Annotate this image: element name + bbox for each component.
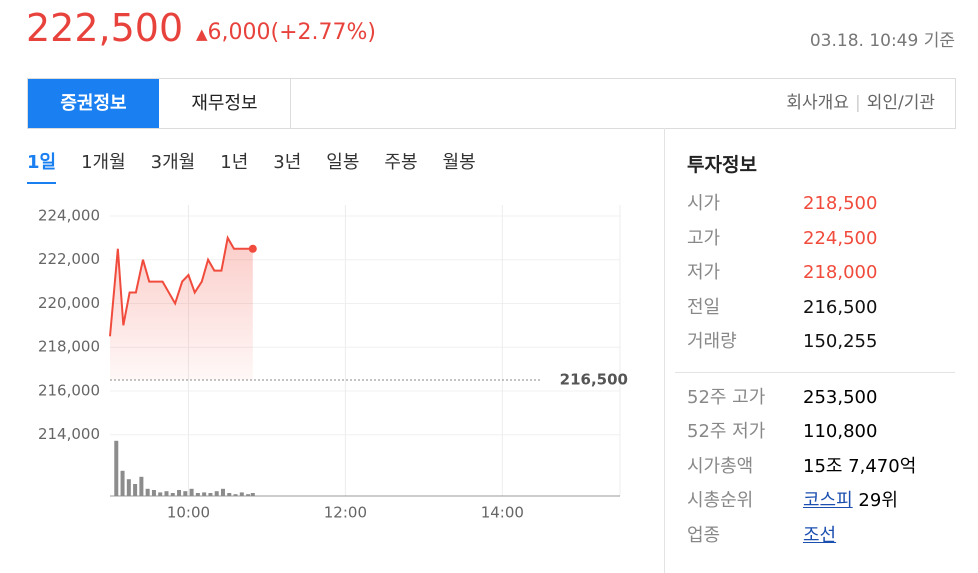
period-tab[interactable]: 3년 — [273, 152, 302, 173]
link[interactable]: 회사개요 — [786, 93, 849, 113]
info-label: 고가 — [687, 227, 721, 249]
period-tab[interactable]: 일봉 — [326, 152, 360, 173]
separator — [675, 371, 955, 373]
info-label: 전일 — [687, 296, 721, 318]
info-value: 110,800 — [803, 421, 878, 442]
volume-bar — [250, 493, 255, 496]
divider — [664, 128, 665, 573]
info-label: 저가 — [687, 262, 721, 283]
tab-bar: 증권정보 재무정보 회사개요 | 외인/기관 — [27, 78, 956, 129]
volume-bar — [189, 488, 194, 496]
info-label: 52주 고가 — [687, 386, 766, 408]
info-rows: 52주 고가 253,500 52주 저가 110,800 시가총액 15조 7,470억… — [687, 383, 955, 556]
y-tick-label: 216,000 — [38, 381, 100, 399]
volume-bar — [145, 488, 150, 496]
volume-bar — [183, 491, 188, 496]
info-row: 거래량 150,255 — [687, 327, 955, 362]
info-value: 216,500 — [803, 296, 878, 318]
info-link[interactable]: 코스피 — [803, 490, 853, 511]
info-label: 시가총액 — [687, 455, 754, 477]
info-value: 150,255 — [803, 331, 878, 352]
volume-bar — [177, 490, 182, 496]
info-row: 52주 고가 253,500 — [687, 383, 955, 418]
info-value: 218,000 — [803, 262, 878, 283]
period-tabs: 1일 1개월 3개월 1년 3년 일봉 주봉 월봉 — [27, 148, 501, 184]
volume-bar — [133, 484, 138, 496]
y-tick-label: 224,000 — [38, 206, 100, 224]
volume-bar — [239, 492, 244, 496]
tab[interactable]: 증권정보 — [28, 79, 159, 128]
info-row: 전일 216,500 — [687, 293, 955, 328]
volume-bar — [139, 476, 144, 496]
y-tick-label: 214,000 — [38, 425, 100, 443]
volume-bar — [170, 493, 175, 496]
info-label: 시총순위 — [687, 490, 754, 511]
link[interactable]: 외인/기관 — [866, 93, 935, 113]
period-tab[interactable]: 3개월 — [150, 152, 196, 173]
info-row: 시가총액 15조 7,470억 — [687, 452, 955, 487]
info-row: 저가 218,000 — [687, 258, 955, 293]
info-row: 고가 224,500 — [687, 224, 955, 259]
volume-bar — [164, 491, 169, 496]
info-value: 224,500 — [803, 227, 878, 249]
volume-bar — [158, 492, 163, 496]
timestamp: 03.18. 10:49 기준 — [809, 31, 955, 51]
volume-bar — [126, 479, 131, 496]
x-tick-label: 12:00 — [324, 504, 367, 522]
volume-bar — [220, 488, 225, 496]
info-value: 15조 7,470억 — [803, 455, 917, 477]
volume-bar — [114, 440, 119, 496]
volume-bar — [227, 493, 232, 496]
volume-bar — [120, 470, 125, 496]
volume-bar — [195, 493, 200, 496]
info-link[interactable]: 조선 — [803, 524, 837, 546]
volume-bar — [151, 490, 156, 496]
chart: 214,000 216,000 218,000 220,000 222,000 224,0… — [38, 205, 628, 522]
price-line — [109, 234, 253, 337]
period-tab[interactable]: 주봉 — [384, 152, 418, 173]
info-title: 투자정보 — [687, 154, 757, 176]
links: 회사개요 | 외인/기관 — [786, 93, 935, 113]
info-value: 218,500 — [803, 193, 878, 214]
volume-bar — [246, 494, 251, 496]
info-row: 시총순위 코스피 29위 — [687, 486, 955, 521]
y-tick-label: 220,000 — [38, 294, 100, 312]
volume-bar — [208, 493, 213, 496]
period-tab[interactable]: 월봉 — [442, 152, 476, 173]
info-label: 52주 저가 — [687, 421, 766, 442]
info-label: 거래량 — [687, 331, 737, 352]
info-row: 시가 218,500 — [687, 189, 955, 224]
price: 222,500 — [26, 6, 184, 50]
info-label: 업종 — [687, 524, 721, 546]
price-area — [110, 237, 253, 381]
info-value: 253,500 — [803, 386, 878, 408]
period-tab[interactable]: 1년 — [220, 152, 249, 173]
x-tick-label: 14:00 — [481, 504, 524, 522]
period-tab[interactable]: 1일 — [27, 148, 57, 184]
tab[interactable]: 재무정보 — [159, 79, 291, 128]
volume-bar — [233, 494, 238, 496]
info-label: 시가 — [687, 193, 721, 214]
info-row: 52주 저가 110,800 — [687, 417, 955, 452]
y-tick-label: 222,000 — [38, 250, 100, 268]
prev-close-label: 216,500 — [560, 371, 628, 389]
volume-bar — [214, 491, 219, 496]
change-text: 6,000(+2.77%) — [207, 20, 377, 45]
investment-info: 투자정보 시가 218,500 고가 224,500 저가 218,000 전일 216,50… — [675, 150, 955, 556]
volume-bar — [202, 492, 207, 496]
up-arrow: ▲ — [196, 25, 208, 43]
price-change: ▲6,000(+2.77%) — [196, 20, 376, 45]
info-rows: 시가 218,500 고가 224,500 저가 218,000 전일 216,500 거래량 1… — [687, 189, 955, 362]
period-tab[interactable]: 1개월 — [81, 152, 126, 173]
x-tick-label: 10:00 — [167, 504, 210, 522]
last-point — [248, 244, 257, 253]
info-row: 업종 조선 — [687, 521, 955, 556]
y-tick-label: 218,000 — [38, 338, 100, 356]
info-value: 29위 — [858, 490, 898, 511]
